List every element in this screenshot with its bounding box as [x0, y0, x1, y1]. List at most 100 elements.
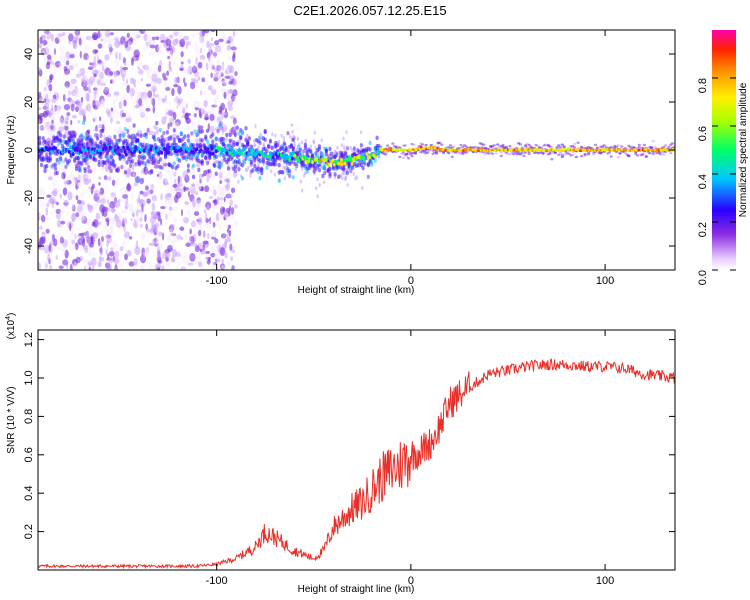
- spectrogram-cell: [323, 164, 327, 170]
- spectrogram-cell: [328, 146, 332, 152]
- spectrogram-cell: [132, 133, 136, 139]
- spectrogram-cell: [43, 87, 47, 91]
- spectrogram-cell: [67, 130, 72, 136]
- spectrogram-cell: [193, 100, 200, 105]
- spectrogram-cell: [74, 85, 78, 94]
- spectrogram-cell: [197, 158, 201, 164]
- spectrogram-cell: [195, 162, 201, 168]
- spectrogram-cell: [93, 55, 97, 65]
- spectrogram-cell: [41, 156, 45, 161]
- spectrogram-cell: [359, 143, 363, 148]
- spectrogram-cell: [185, 103, 189, 109]
- spectrogram-cell: [93, 87, 98, 91]
- spectrogram-cell: [342, 167, 346, 172]
- spectrogram-plot: -100 0 100 -40 -20 0 20 40: [23, 29, 676, 287]
- spectrogram-ridge-cell: [115, 150, 119, 155]
- spectrogram-cell: [213, 72, 219, 79]
- spectrogram-cell: [71, 203, 75, 211]
- spectrogram-cell: [76, 179, 81, 184]
- spectrogram-cell: [163, 77, 168, 81]
- spectrogram-cell: [62, 125, 66, 133]
- spectrogram-cell: [107, 176, 112, 182]
- spectrogram-cell: [99, 256, 105, 262]
- spectrogram-ridge-cell: [229, 146, 233, 151]
- spectrogram-cell: [176, 234, 182, 240]
- snr-plot-area: [38, 330, 675, 570]
- spectrogram-ridge-cell: [434, 148, 438, 152]
- spectrogram-cell: [103, 38, 108, 46]
- spectrogram-cell: [160, 193, 163, 201]
- spectrogram-cell: [233, 125, 237, 130]
- spectrogram-cell: [218, 38, 224, 43]
- spectrogram-cell: [345, 170, 349, 176]
- spectrogram-cell: [82, 80, 88, 87]
- spectrogram-cell: [77, 204, 83, 213]
- spectrogram-cell: [145, 228, 152, 233]
- spectrogram-cell: [93, 189, 100, 198]
- spectrogram-cell: [121, 100, 124, 109]
- spectrogram-cell: [165, 38, 172, 47]
- spectrogram-cell: [162, 97, 166, 103]
- spectrogram-cell: [401, 151, 405, 154]
- spectrogram-cell: [139, 232, 146, 239]
- spectrogram-cell: [194, 107, 199, 111]
- spectrogram-cell: [157, 64, 162, 73]
- spectrogram-cell: [106, 199, 110, 205]
- spectrogram-cell: [128, 40, 132, 47]
- spectrogram-cell: [81, 215, 87, 224]
- spectrogram-cell: [129, 87, 135, 97]
- spectrogram-cell: [99, 95, 105, 105]
- spectrogram-cell: [39, 197, 42, 204]
- spectrogram-cell: [39, 225, 43, 230]
- spectrogram-cell: [207, 85, 213, 91]
- spectrogram-cell: [145, 107, 151, 112]
- spectrogram-ridge-cell: [211, 151, 215, 156]
- spectrogram-cell: [249, 173, 252, 178]
- spectrogram-ridge-cell: [332, 162, 336, 167]
- spectrogram-cell: [226, 228, 230, 233]
- spectrogram-cell: [175, 191, 182, 199]
- spectrogram-cell: [75, 194, 79, 201]
- spectrogram-cell: [135, 95, 139, 102]
- spectrogram-cell: [576, 141, 580, 144]
- spectrogram-cell: [45, 262, 48, 269]
- spectrogram-cell: [79, 87, 83, 97]
- spectrogram-ridge-cell: [566, 147, 570, 151]
- spectrogram-cell: [78, 166, 82, 171]
- spectrogram-cell: [70, 103, 75, 112]
- spectrogram-cell: [548, 152, 552, 155]
- spectrogram-cell: [375, 135, 379, 141]
- spectrogram-cell: [100, 246, 103, 256]
- spectrogram-cell: [65, 85, 68, 93]
- spectrogram-cell: [85, 231, 90, 241]
- spectrogram-cell: [112, 99, 116, 107]
- spectrogram-cell: [125, 141, 129, 147]
- spectrogram-cell: [229, 200, 236, 204]
- spectrogram-cell: [195, 181, 202, 191]
- spectrogram-ridge-cell: [69, 145, 73, 150]
- spectrogram-cell: [192, 104, 197, 109]
- spectrogram-cell: [56, 219, 62, 228]
- spectrogram-cell: [499, 154, 503, 158]
- spectrogram-cell: [232, 117, 237, 125]
- spectrogram-cell: [110, 247, 114, 252]
- spectrogram-cell: [161, 98, 167, 103]
- spectrogram-cell: [214, 45, 222, 53]
- spectrogram-cell: [121, 81, 127, 87]
- spectrogram-cell: [97, 261, 101, 267]
- spectrogram-cell: [64, 56, 68, 62]
- spectrogram-cell: [219, 69, 223, 76]
- spectrogram-cell: [183, 69, 189, 75]
- spectrogram-cell: [198, 261, 203, 268]
- spectrogram-cell: [232, 30, 235, 38]
- spectrogram-cell: [80, 96, 84, 103]
- spectrogram-cell: [100, 97, 105, 106]
- spectrogram-cell: [88, 226, 93, 234]
- spectrogram-cell: [653, 145, 657, 149]
- spectrogram-cell: [47, 176, 53, 181]
- spectrogram-cell: [143, 155, 147, 160]
- spectrogram-cell: [69, 264, 73, 270]
- spectrogram-cell: [45, 228, 50, 234]
- spectrogram-cell: [420, 143, 425, 146]
